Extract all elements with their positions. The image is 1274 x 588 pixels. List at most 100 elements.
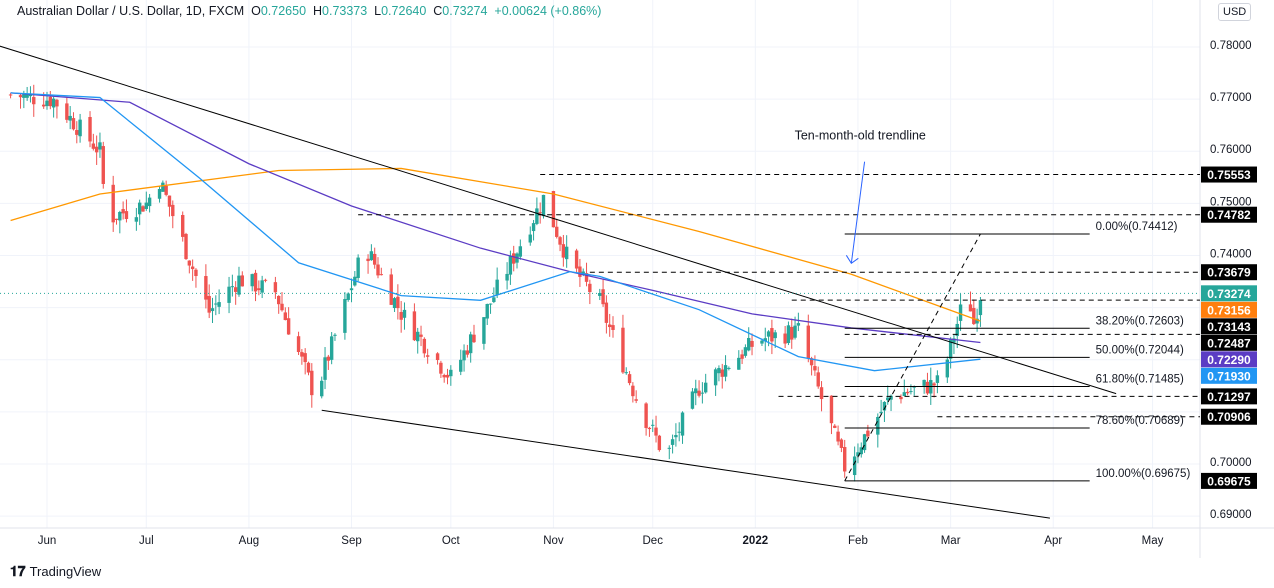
candle-body xyxy=(555,226,559,237)
candle xyxy=(468,331,473,363)
candle xyxy=(263,278,268,283)
price-label-text: 0.71930 xyxy=(1207,369,1251,383)
candle-body xyxy=(737,357,741,370)
candle xyxy=(558,235,562,252)
candle-body xyxy=(975,318,979,324)
candle xyxy=(588,279,592,305)
candle xyxy=(194,268,198,288)
candle-body xyxy=(425,355,430,357)
price-label-bg xyxy=(1201,206,1257,223)
fib-level-label: 61.80%(0.71485) xyxy=(1096,374,1184,386)
candle xyxy=(240,271,244,287)
candle xyxy=(32,84,36,117)
candle-body xyxy=(207,295,211,313)
candle xyxy=(91,133,96,151)
candle-body xyxy=(495,279,499,296)
candle xyxy=(700,382,705,404)
candle-body xyxy=(783,333,787,344)
candle-body xyxy=(442,374,446,378)
candle-body xyxy=(813,366,817,371)
candle-body xyxy=(512,253,516,264)
candle xyxy=(905,388,910,396)
candle xyxy=(909,384,913,395)
candle-body xyxy=(68,115,72,121)
candle xyxy=(399,301,403,333)
candle-body xyxy=(700,392,705,394)
candle-body xyxy=(909,391,913,393)
candle-body xyxy=(747,337,751,351)
candle-body xyxy=(608,324,612,328)
candle-body xyxy=(528,234,532,243)
candle-body xyxy=(124,211,129,219)
candle xyxy=(187,260,192,274)
candle xyxy=(283,307,288,321)
candle-body xyxy=(667,447,671,449)
candle-body xyxy=(531,223,536,232)
candle xyxy=(181,211,185,242)
y-tick-label: 0.69000 xyxy=(1210,509,1252,521)
candle xyxy=(866,424,870,439)
candle-body xyxy=(51,98,56,108)
tradingview-logo-icon: 𝟏𝟕 xyxy=(10,563,26,579)
candle-body xyxy=(879,411,883,414)
candle-body xyxy=(492,297,496,303)
candle-body xyxy=(194,269,198,277)
candle-body xyxy=(670,439,675,445)
candle xyxy=(538,202,542,224)
fib-level-label: 0.00%(0.74412) xyxy=(1096,221,1178,233)
fib-level-label: 78.60%(0.70689) xyxy=(1096,415,1184,427)
currency-button[interactable]: USD xyxy=(1218,3,1252,21)
candle xyxy=(277,295,281,314)
low-value: 0.72640 xyxy=(381,4,427,18)
candle-body xyxy=(561,244,566,258)
candle xyxy=(512,245,516,272)
candle-body xyxy=(48,96,53,107)
price-axis-label: 0.72290 xyxy=(1201,351,1257,368)
candle xyxy=(296,331,301,356)
candle xyxy=(55,98,59,119)
change-value: +0.00624 (+0.86%) xyxy=(494,4,602,18)
candle xyxy=(697,380,701,398)
candle-body xyxy=(296,336,301,353)
candle-body xyxy=(137,202,142,215)
candle xyxy=(737,350,741,370)
candle xyxy=(564,235,569,268)
candle-body xyxy=(856,452,860,457)
candle-body xyxy=(147,197,152,207)
candle xyxy=(912,385,916,396)
candle xyxy=(972,299,976,326)
candle xyxy=(657,434,662,452)
price-label-text: 0.72290 xyxy=(1207,353,1251,367)
candle-body xyxy=(889,395,893,400)
candle-body xyxy=(445,374,450,378)
price-label-bg xyxy=(1201,334,1257,351)
candle xyxy=(253,269,258,302)
candle-body xyxy=(677,431,681,433)
price-label-text: 0.73679 xyxy=(1207,266,1251,280)
x-tick-label: Dec xyxy=(643,535,664,547)
candle-body xyxy=(551,191,556,228)
candle-body xyxy=(286,318,291,335)
candle xyxy=(690,388,695,410)
candle-body xyxy=(273,282,278,293)
candle-body xyxy=(22,94,26,98)
candle xyxy=(654,415,658,443)
candle-body xyxy=(164,185,168,195)
candle xyxy=(535,197,539,226)
candle xyxy=(402,302,407,330)
annotation-arrow xyxy=(850,161,866,264)
candle-body xyxy=(611,325,615,330)
candle xyxy=(770,319,774,355)
x-tick-label: Oct xyxy=(442,535,461,547)
price-axis-label: 0.73156 xyxy=(1201,301,1257,318)
price-chart[interactable]: 0.78000 0.77000 0.76000 0.75000 0.74000 0.700… xyxy=(0,0,1274,560)
candle-body xyxy=(71,118,76,130)
candle-body xyxy=(763,338,767,342)
brand-name: TradingView xyxy=(29,564,102,579)
candle xyxy=(425,348,430,364)
candle xyxy=(204,264,208,309)
candle xyxy=(703,373,708,394)
candle xyxy=(611,316,615,338)
y-tick-label: 0.74000 xyxy=(1210,248,1252,260)
candle xyxy=(310,363,314,408)
